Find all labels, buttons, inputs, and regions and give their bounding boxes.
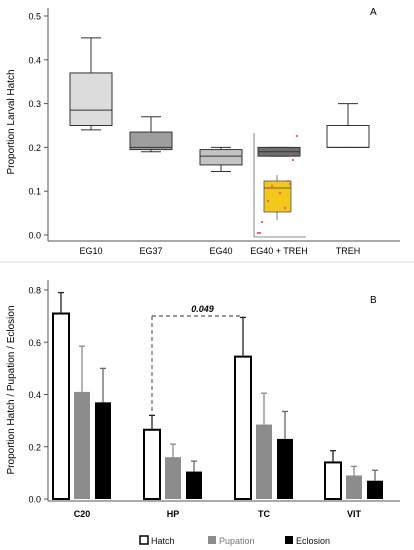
- inset-point: [295, 134, 299, 138]
- inset-point: [260, 220, 264, 224]
- panel-a: A Proportion Larval Hatch 0.00.10.20.30.…: [6, 7, 400, 256]
- panel-b-y-tick-label: 0.8: [28, 286, 41, 296]
- inset-point: [288, 182, 292, 186]
- panel-a-y-tick-label: 0.5: [28, 12, 41, 22]
- panel-a-x-label: EG40: [209, 246, 232, 256]
- inset-box: [263, 180, 292, 213]
- legend-swatch-hatch: [139, 535, 149, 545]
- panel-a-y-tick-label: 0.4: [28, 55, 41, 65]
- panel-a-x-labels: EG10 EG37 EG40 EG40 + TREH TREH: [79, 246, 360, 256]
- panel-b-x-label: TC: [258, 509, 270, 519]
- panel-a-inset: [253, 133, 306, 238]
- inset-point: [266, 199, 270, 203]
- inset-point: [270, 184, 274, 188]
- panel-b-y-tick-label: 0.4: [28, 390, 41, 400]
- panel-b-x-labels: C20 HP TC VIT: [74, 509, 362, 519]
- bar-hatch: [143, 428, 161, 500]
- panel-b-annotation: 0.049: [151, 304, 244, 415]
- panel-b-x-label: HP: [167, 509, 180, 519]
- bar-eclosion: [367, 480, 383, 499]
- bar-hatch: [324, 461, 342, 500]
- panel-b-ylabel: Proportion Hatch / Pupation / Eclosion: [6, 306, 17, 475]
- legend-label-hatch: Hatch: [151, 536, 175, 546]
- bar-pupation: [165, 457, 181, 499]
- panel-b-y-tick-label: 0.0: [28, 495, 41, 505]
- bar-pupation: [346, 475, 362, 499]
- panel-a-y-ticks: 0.0 0.1 0.2 0.3 0.4 0.5: [28, 12, 48, 241]
- bar-pupation: [74, 391, 90, 499]
- panel-b: B Proportion Hatch / Pupation / Eclosion…: [6, 280, 400, 546]
- bar-eclosion: [95, 402, 111, 499]
- box-body: [69, 72, 113, 127]
- panel-b-y-tick-label: 0.2: [28, 442, 41, 452]
- panel-b-legend: Hatch Pupation Eclosion: [139, 535, 330, 546]
- inset-point: [266, 186, 270, 190]
- significance-p-value: 0.049: [191, 304, 214, 314]
- panel-b-x-label: C20: [74, 509, 91, 519]
- panel-a-y-tick-label: 0.2: [28, 143, 41, 153]
- panel-a-x-label: EG37: [139, 246, 162, 256]
- legend-label-pupation: Pupation: [219, 536, 255, 546]
- panel-b-bars: [52, 291, 383, 501]
- panel-a-x-label: EG10: [79, 246, 102, 256]
- bar-hatch: [52, 312, 70, 501]
- legend-swatch-eclosion: [285, 536, 293, 544]
- inset-point: [278, 191, 282, 195]
- panel-a-y-tick-label: 0.3: [28, 99, 41, 109]
- inset-point: [256, 231, 260, 235]
- bar-hatch: [234, 355, 252, 500]
- panel-b-letter: B: [370, 295, 377, 306]
- legend-label-eclosion: Eclosion: [296, 536, 330, 546]
- box-body: [326, 125, 370, 148]
- panel-a-boxes: [69, 37, 370, 172]
- inset-point: [258, 231, 262, 235]
- bar-pupation: [256, 424, 272, 499]
- legend-swatch-pupation: [208, 536, 216, 544]
- panel-a-y-tick-label: 0.1: [28, 187, 41, 197]
- panel-a-ylabel: Proportion Larval Hatch: [6, 69, 17, 174]
- inset-point: [291, 158, 295, 162]
- panel-b-y-tick-label: 0.6: [28, 338, 41, 348]
- panel-a-x-label: TREH: [336, 246, 361, 256]
- panel-b-y-ticks: 0.0 0.2 0.4 0.6 0.8: [28, 286, 48, 505]
- panel-a-x-label: EG40 + TREH: [250, 246, 308, 256]
- bar-eclosion: [186, 471, 202, 499]
- box-body: [129, 131, 173, 151]
- box-body: [199, 149, 243, 166]
- panel-a-y-tick-label: 0.0: [28, 231, 41, 241]
- panel-b-x-label: VIT: [347, 509, 362, 519]
- inset-point: [283, 206, 287, 210]
- inset-point: [286, 179, 290, 183]
- panel-a-letter: A: [370, 7, 377, 18]
- bar-eclosion: [277, 438, 293, 499]
